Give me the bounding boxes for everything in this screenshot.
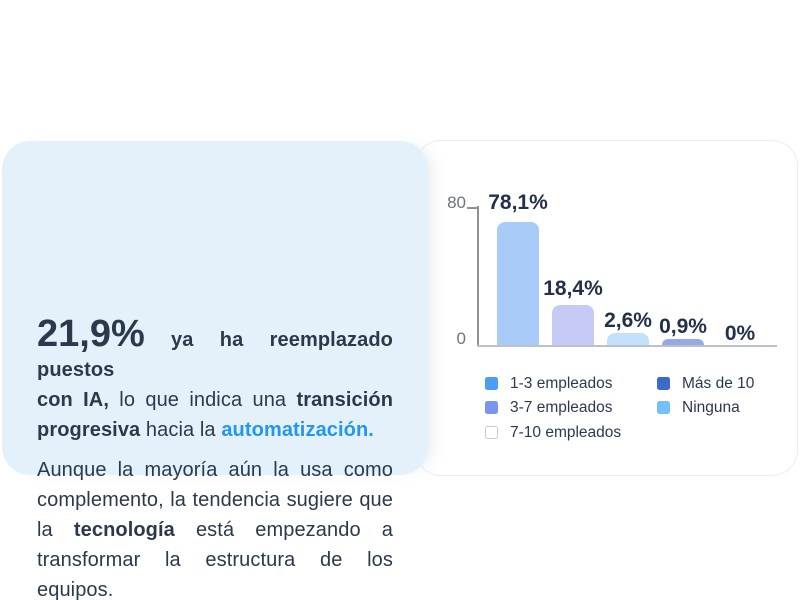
- legend-label: Ninguna: [682, 399, 740, 416]
- paragraph-line: con IA, lo que indica una transición: [37, 385, 393, 415]
- insight-paragraph-2: Aunque la mayoría aún la usa como comple…: [37, 455, 393, 600]
- legend-swatch-7-10 empleados: [485, 426, 498, 439]
- x-axis-line: [477, 345, 777, 347]
- paragraph-line: 21,9% ya ha reemplazado puestos: [37, 315, 393, 385]
- text-bold: tecnología: [73, 519, 175, 541]
- highlighted-term: automatización.: [221, 419, 374, 441]
- legend-swatch-Más de 10: [657, 377, 670, 390]
- text-regular: está empezando a: [174, 519, 393, 541]
- y-axis-tick-label-80: 80: [447, 193, 466, 212]
- bar-value-label: 18,4%: [543, 277, 603, 300]
- paragraph-line: la tecnología está empezando a: [37, 515, 393, 545]
- insight-paragraph-1: 21,9% ya ha reemplazado puestos con IA, …: [37, 315, 393, 445]
- text-regular: hacia la: [140, 419, 222, 441]
- paragraph-line: complemento, la tendencia sugiere que: [37, 489, 393, 511]
- bar-1-3 empleados: [497, 222, 539, 345]
- paragraph-line: transformar la estructura de los equipos…: [37, 549, 393, 600]
- text-bold: transición: [296, 389, 394, 411]
- text-regular: la: [37, 519, 74, 541]
- legend-label: Más de 10: [682, 375, 755, 392]
- bar-value-label: 2,6%: [604, 309, 652, 332]
- bar-Más de 10: [662, 339, 704, 345]
- text-regular: lo que indica una: [109, 389, 297, 411]
- legend-label: 3-7 empleados: [510, 399, 613, 416]
- stat-value: 21,9%: [37, 313, 145, 355]
- bar-value-label: 78,1%: [488, 191, 548, 214]
- text-bold: con IA,: [37, 389, 110, 411]
- y-axis-tick-mark: [467, 207, 477, 209]
- legend-swatch-1-3 empleados: [485, 377, 498, 390]
- legend-label: 1-3 empleados: [510, 375, 613, 392]
- y-axis-line: [477, 206, 479, 345]
- bar-3-7 empleados: [552, 305, 594, 345]
- paragraph-line: Aunque la mayoría aún la usa como: [37, 459, 393, 481]
- text-bold: ya ha reemplazado puestos: [37, 329, 393, 381]
- legend-swatch-3-7 empleados: [485, 401, 498, 414]
- bar-7-10 empleados: [607, 333, 649, 345]
- legend-swatch-Ninguna: [657, 401, 670, 414]
- legend-label: 7-10 empleados: [510, 424, 622, 441]
- insight-card: 21,9% ya ha reemplazado puestos con IA, …: [2, 141, 428, 600]
- text-bold: progresiva: [37, 419, 141, 441]
- paragraph-line: progresiva hacia la automatización.: [37, 415, 393, 445]
- bar-value-label: 0%: [724, 322, 756, 345]
- bar-value-label: 0,9%: [659, 315, 707, 338]
- y-axis-tick-label-0: 0: [456, 329, 466, 348]
